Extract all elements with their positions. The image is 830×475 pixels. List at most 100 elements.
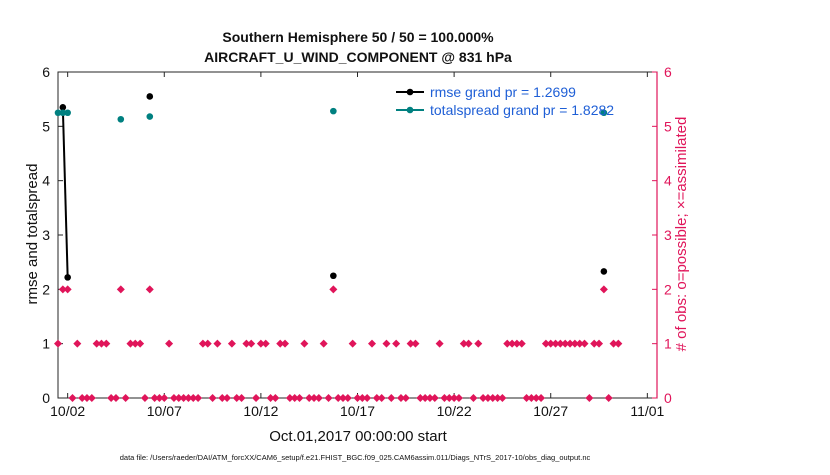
obs-count-point bbox=[363, 394, 372, 402]
legend-label-totalspread: totalspread grand pr = 1.8282 bbox=[430, 102, 614, 118]
obs-count-point bbox=[295, 394, 304, 402]
obs-count-point bbox=[483, 394, 492, 402]
rmse-point bbox=[600, 268, 608, 275]
rmse-line bbox=[61, 107, 69, 278]
obs-count-point bbox=[522, 394, 531, 402]
obs-count-point bbox=[343, 394, 352, 402]
obs-count-point bbox=[329, 285, 338, 294]
y-tick-label-right: 0 bbox=[664, 390, 672, 406]
obs-count-point bbox=[595, 339, 604, 348]
obs-count-point bbox=[174, 394, 183, 402]
obs-count-point bbox=[585, 394, 594, 402]
obs-count-point bbox=[387, 394, 396, 402]
y-tick-label-left: 4 bbox=[42, 173, 50, 189]
plot-frame bbox=[57, 71, 658, 399]
obs-count-point bbox=[300, 339, 309, 348]
totalspread-point bbox=[117, 115, 125, 123]
obs-count-point bbox=[517, 339, 526, 348]
obs-count-point bbox=[479, 394, 488, 402]
obs-count-point bbox=[604, 394, 613, 402]
y-tick-label-right: 3 bbox=[664, 227, 672, 243]
obs-count-point bbox=[541, 339, 550, 348]
obs-count-point bbox=[310, 394, 319, 402]
obs-count-point bbox=[82, 394, 91, 402]
obs-count-point bbox=[561, 339, 570, 348]
x-tick-label: 10/17 bbox=[340, 403, 375, 419]
obs-count-point bbox=[396, 394, 405, 402]
obs-count-point bbox=[353, 394, 362, 402]
y-tick-label-left: 2 bbox=[42, 281, 50, 297]
obs-count-point bbox=[614, 339, 623, 348]
obs-count-point bbox=[184, 394, 193, 402]
obs-count-point bbox=[198, 339, 207, 348]
rmse-point bbox=[330, 272, 337, 280]
y-tick-label-right: 1 bbox=[664, 336, 672, 352]
x-tick-label: 10/27 bbox=[533, 403, 568, 419]
obs-count-point bbox=[237, 394, 246, 402]
rmse-point bbox=[59, 104, 67, 111]
obs-count-point bbox=[271, 394, 280, 402]
obs-count-point bbox=[63, 285, 72, 294]
obs-count-point bbox=[512, 339, 521, 348]
legend: rmse grand pr = 1.2699 totalspread grand … bbox=[396, 84, 614, 118]
obs-count-point bbox=[575, 339, 584, 348]
y-tick-label-right: 5 bbox=[664, 118, 672, 134]
obs-count-point bbox=[474, 339, 483, 348]
obs-count-point bbox=[150, 394, 159, 402]
footer-note: data file: /Users/raeder/DAI/ATM_forcXX/… bbox=[120, 453, 591, 462]
y-tick-label-left: 0 bbox=[42, 390, 50, 406]
obs-count-point bbox=[377, 394, 386, 402]
obs-count-point bbox=[121, 394, 130, 402]
obs-count-point bbox=[411, 339, 420, 348]
obs-count-point bbox=[469, 394, 478, 402]
y-tick-label-left: 5 bbox=[42, 118, 50, 134]
obs-count-point bbox=[78, 394, 87, 402]
obs-count-point bbox=[97, 339, 106, 348]
y-axis-label-left: rmse and totalspread bbox=[24, 164, 41, 305]
obs-count-point bbox=[440, 394, 449, 402]
obs-count-point bbox=[87, 394, 96, 402]
obs-count-point bbox=[599, 285, 608, 294]
legend-label-rmse: rmse grand pr = 1.2699 bbox=[430, 84, 576, 100]
y-tick-label-left: 1 bbox=[42, 336, 50, 352]
obs-count-point bbox=[503, 339, 512, 348]
obs-count-point bbox=[107, 394, 116, 402]
obs-count-point bbox=[406, 339, 415, 348]
obs-count-point bbox=[256, 339, 265, 348]
obs-count-point bbox=[242, 339, 251, 348]
obs-count-point bbox=[208, 394, 217, 402]
obs-count-point bbox=[247, 339, 256, 348]
obs-count-point bbox=[425, 394, 434, 402]
chart-marks bbox=[54, 93, 623, 402]
obs-count-point bbox=[68, 394, 77, 402]
obs-count-point bbox=[454, 394, 463, 402]
chart-title: Southern Hemisphere 50 / 50 = 100.000% bbox=[222, 29, 494, 45]
obs-count-point bbox=[401, 394, 410, 402]
obs-count-point bbox=[319, 339, 328, 348]
obs-count-point bbox=[566, 339, 575, 348]
obs-count-point bbox=[102, 339, 111, 348]
rmse-point bbox=[64, 274, 71, 281]
obs-count-point bbox=[92, 339, 101, 348]
obs-count-point bbox=[155, 394, 164, 402]
obs-count-point bbox=[358, 394, 367, 402]
obs-count-point bbox=[392, 339, 401, 348]
obs-count-point bbox=[493, 394, 502, 402]
obs-count-point bbox=[609, 339, 618, 348]
totalspread-point bbox=[54, 109, 62, 117]
obs-count-point bbox=[194, 394, 203, 402]
obs-count-point bbox=[111, 394, 120, 402]
obs-count-point bbox=[348, 339, 357, 348]
obs-count-point bbox=[305, 394, 314, 402]
totalspread-point bbox=[146, 113, 154, 120]
obs-count-point bbox=[382, 339, 391, 348]
obs-count-point bbox=[165, 339, 174, 348]
obs-count-point bbox=[136, 339, 145, 348]
obs-count-point bbox=[140, 394, 149, 402]
obs-count-point bbox=[160, 394, 169, 402]
obs-count-point bbox=[508, 339, 517, 348]
y-tick-label-left: 3 bbox=[42, 227, 50, 243]
totalspread-point bbox=[64, 109, 71, 117]
